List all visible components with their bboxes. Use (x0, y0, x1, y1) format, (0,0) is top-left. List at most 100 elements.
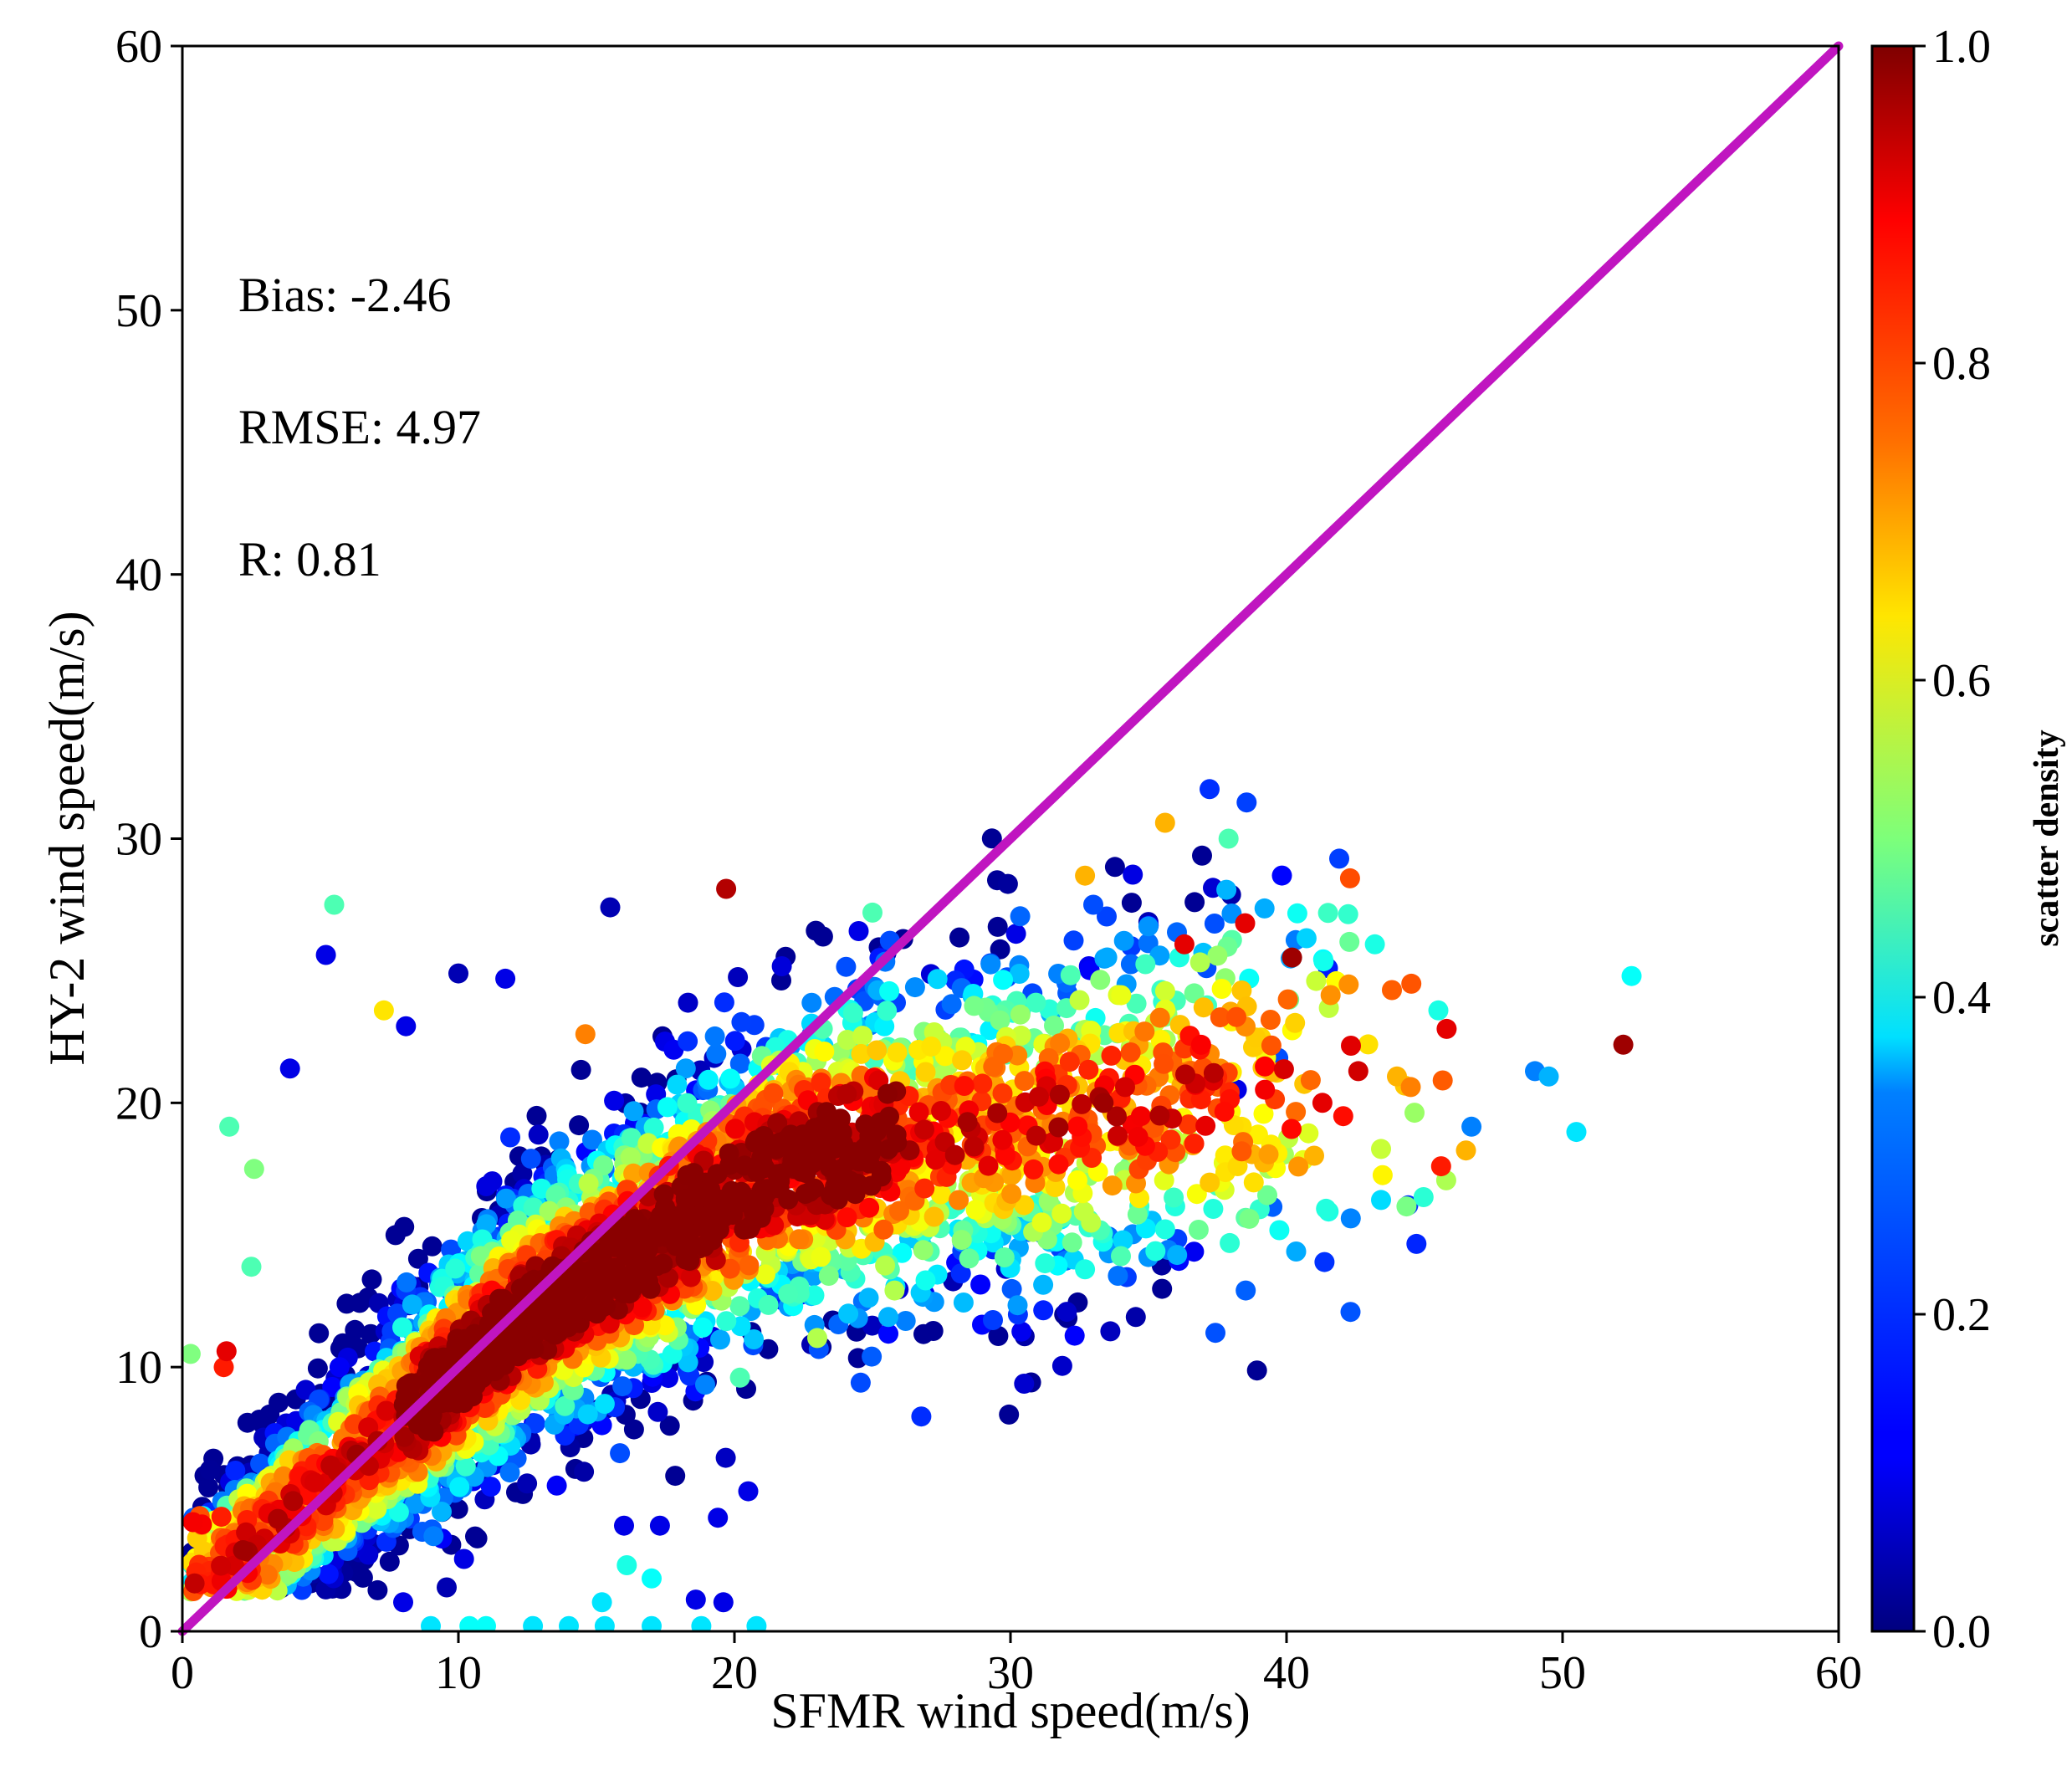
scatter-point (724, 1031, 745, 1052)
scatter-point (713, 1592, 734, 1613)
scatter-point (591, 1592, 612, 1613)
scatter-point (1056, 1302, 1077, 1323)
scatter-point (1285, 1012, 1306, 1033)
scatter-point (753, 1126, 774, 1146)
scatter-point (678, 1352, 698, 1373)
scatter-point (675, 1058, 696, 1079)
y-axis-title: HY-2 wind speed(m/s) (39, 611, 95, 1065)
scatter-point (1286, 1102, 1307, 1123)
scatter-point (1125, 1307, 1146, 1328)
scatter-point (1075, 1259, 1096, 1280)
scatter-point (811, 1072, 831, 1093)
scatter-point (1138, 916, 1159, 937)
scatter-point (652, 1253, 673, 1274)
scatter-point (1243, 1172, 1264, 1193)
scatter-point (994, 1247, 1015, 1267)
scatter-point (951, 1230, 972, 1251)
scatter-point (1048, 1154, 1069, 1175)
scatter-point (964, 996, 985, 1016)
scatter-point (1371, 1190, 1391, 1211)
scatter-point (1304, 1145, 1324, 1166)
scatter-point (198, 1477, 219, 1497)
scatter-point (1064, 1325, 1085, 1346)
scatter-point (1260, 1010, 1281, 1030)
scatter-point (748, 1192, 769, 1212)
scatter-point (1010, 1004, 1031, 1025)
scatter-point (1063, 930, 1084, 951)
scatter-point (1271, 865, 1292, 886)
scatter-point (821, 1185, 842, 1205)
scatter-point (913, 1240, 934, 1261)
scatter-point (456, 1332, 477, 1353)
scatter-point (858, 1287, 879, 1308)
scatter-point (307, 1358, 328, 1379)
scatter-point (379, 1551, 400, 1572)
scatter-point (1436, 1018, 1457, 1039)
scatter-point (1211, 979, 1232, 999)
scatter-point (1120, 1042, 1141, 1062)
scatter-point (1134, 1021, 1155, 1042)
scatter-point (1258, 1144, 1279, 1165)
scatter-point (1200, 1172, 1220, 1193)
y-tick-label: 40 (115, 550, 162, 601)
scatter-point (421, 1419, 442, 1439)
y-axis-ticks: 0 10 20 30 40 50 60 (115, 21, 182, 1658)
scatter-point (1277, 989, 1298, 1010)
scatter-point (678, 992, 698, 1013)
scatter-point (495, 1188, 516, 1209)
scatter-point (665, 1233, 686, 1254)
scatter-point (914, 1178, 935, 1199)
scatter-point (437, 1577, 457, 1598)
scatter-point (877, 1001, 898, 1021)
scatter-point (385, 1225, 406, 1246)
scatter-point (1123, 864, 1143, 885)
scatter-point (388, 1502, 409, 1523)
scatter-point (582, 1129, 602, 1150)
scatter-point (702, 1281, 723, 1301)
scatter-point (614, 1515, 634, 1536)
scatter-point (993, 970, 1014, 990)
scatter-point (1339, 868, 1360, 888)
scatter-point (1184, 1241, 1205, 1262)
scatter-point (616, 1349, 637, 1370)
scatter-point (887, 1042, 908, 1063)
scatter-point (877, 1083, 898, 1104)
scatter-point (1113, 1230, 1133, 1251)
scatter-point (1160, 1129, 1181, 1150)
scatter-point (257, 1564, 278, 1585)
scatter-point (517, 1473, 538, 1494)
scatter-point (695, 1374, 715, 1395)
scatter-point (1348, 1061, 1369, 1082)
scatter-point (767, 1113, 788, 1134)
scatter-point (1121, 893, 1142, 914)
scatter-point (1189, 952, 1210, 973)
scatter-point (836, 956, 857, 977)
scatter-point (396, 1016, 417, 1037)
scatter-point (908, 1102, 929, 1123)
scatter-point (1358, 1034, 1379, 1055)
scatter-point (1127, 1204, 1148, 1225)
scatter-point (455, 1456, 476, 1477)
scatter-point (402, 1294, 422, 1315)
scatter-point (1288, 1156, 1309, 1177)
scatter-point (268, 1508, 289, 1529)
scatter-point (879, 980, 900, 1001)
scatter-point (1093, 1093, 1114, 1113)
scatter-point (1154, 1170, 1174, 1190)
scatter-point (1314, 1252, 1335, 1272)
scatter-point (1075, 865, 1096, 886)
scatter-point (957, 1112, 978, 1133)
scatter-point (1430, 1156, 1451, 1177)
scatter-point (675, 1189, 696, 1210)
scatter-point (1184, 1134, 1205, 1154)
scatter-point (983, 1057, 1004, 1078)
scatter-point (859, 1197, 880, 1218)
scatter-point (716, 1311, 737, 1332)
scatter-point (1316, 1198, 1337, 1219)
scatter-point (376, 1400, 396, 1421)
scatter-point (1067, 1116, 1088, 1137)
scatter-point (1216, 879, 1237, 900)
scatter-point (500, 1127, 520, 1148)
scatter-point (559, 1615, 579, 1631)
scatter-point (361, 1269, 382, 1290)
